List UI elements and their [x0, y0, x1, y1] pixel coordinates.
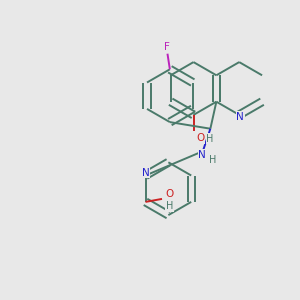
Text: H: H	[206, 134, 214, 144]
Text: O: O	[196, 133, 204, 143]
Text: F: F	[164, 42, 170, 52]
Text: H: H	[209, 154, 216, 165]
Text: H: H	[166, 201, 173, 212]
Text: O: O	[165, 189, 174, 200]
Text: N: N	[236, 112, 244, 122]
Text: N: N	[198, 150, 206, 160]
Text: N: N	[142, 167, 150, 178]
